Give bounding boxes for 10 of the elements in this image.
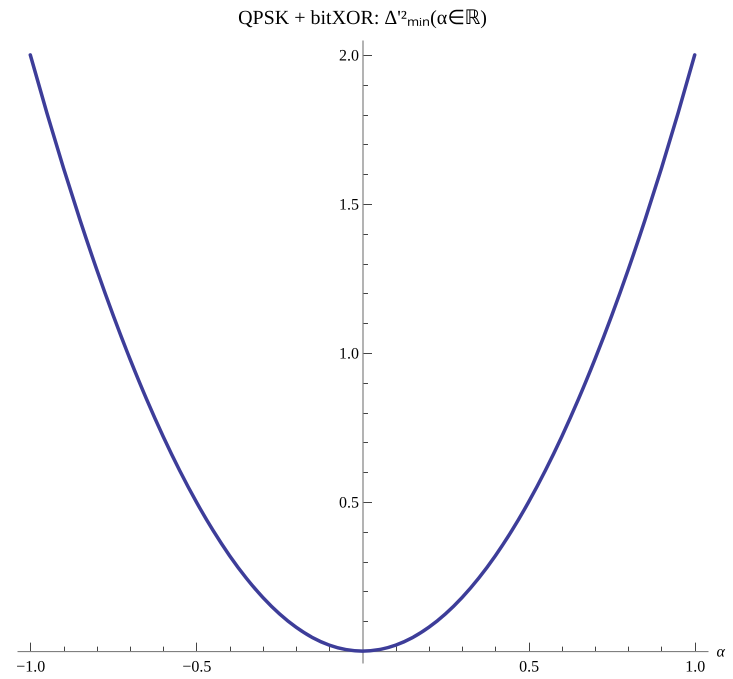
x-tick-label: 1.0	[685, 658, 706, 676]
x-axis-title: α	[716, 644, 726, 661]
y-tick-label: 1.5	[339, 196, 359, 214]
y-tick-label: 2.0	[339, 47, 359, 64]
x-tick-label: 0.5	[519, 658, 540, 676]
y-tick-label: 0.5	[339, 494, 359, 512]
chart-title: QPSK + bitXOR: Δ'²ₘᵢₙ(α∈ℝ)	[238, 7, 487, 29]
y-tick-label: 1.0	[339, 345, 359, 362]
x-tick-label: −0.5	[182, 658, 212, 676]
x-tick-label: −1.0	[16, 658, 46, 676]
